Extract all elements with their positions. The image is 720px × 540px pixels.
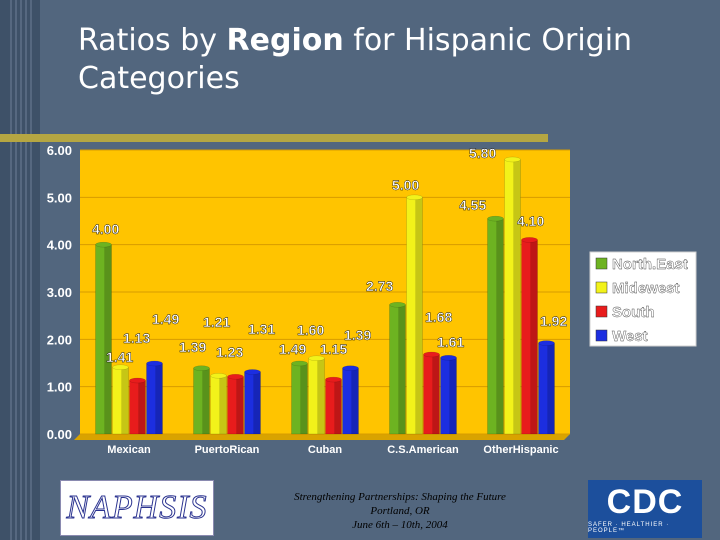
bar-cap xyxy=(227,373,244,380)
footer-text: Strengthening Partnerships: Shaping the … xyxy=(250,490,550,532)
bar-shade xyxy=(334,379,342,434)
footer-line-1: Strengthening Partnerships: Shaping the … xyxy=(294,491,506,503)
y-tick-label: 5.00 xyxy=(47,190,72,205)
bar-cap xyxy=(193,365,210,371)
y-tick-label: 3.00 xyxy=(47,285,72,300)
bar-cap xyxy=(389,302,406,308)
cdc-logo-text: CDC xyxy=(606,483,684,521)
x-category-label: OtherHispanic xyxy=(483,444,558,456)
legend-swatch xyxy=(595,257,608,270)
bar-shade xyxy=(202,368,210,434)
value-label: 1.49 xyxy=(279,341,306,357)
y-tick-label: 6.00 xyxy=(47,143,72,158)
x-category-label: Mexican xyxy=(107,444,151,456)
legend-label: North.East xyxy=(612,256,688,273)
cdc-logo-tagline: SAFER · HEALTHIER · PEOPLE™ xyxy=(588,522,670,534)
bar-cap xyxy=(440,355,457,361)
bar-shade xyxy=(253,371,261,434)
bar-cap xyxy=(210,373,227,379)
value-label: 1.68 xyxy=(425,309,452,325)
value-label: 2.73 xyxy=(366,278,393,294)
value-label: 1.31 xyxy=(248,321,275,337)
naphsis-logo: NAPHSIS xyxy=(60,480,214,536)
bar-chart: 0.00 1.00 2.00 3.00 4.00 5.00 6.00 Mexican Puert… xyxy=(47,143,697,456)
left-decorative-stripes xyxy=(10,0,34,540)
value-label: 1.21 xyxy=(203,314,230,330)
bar-shade xyxy=(219,375,227,434)
x-category-label: Cuban xyxy=(308,444,343,456)
bar-cap xyxy=(291,360,308,367)
legend-label: Midewest xyxy=(612,280,680,297)
bar-shade xyxy=(104,244,112,434)
value-label: 1.92 xyxy=(540,313,567,329)
bar-shade xyxy=(513,159,521,434)
y-tick-label: 2.00 xyxy=(47,332,72,347)
footer-line-3: June 6th – 10th, 2004 xyxy=(352,519,448,531)
bar-shade xyxy=(432,354,440,434)
value-label: 1.15 xyxy=(320,341,347,357)
value-label: 1.39 xyxy=(179,339,206,355)
bar-cap xyxy=(423,351,440,358)
bar-cap xyxy=(325,376,342,383)
bar-cap xyxy=(406,194,423,201)
value-label: 5.00 xyxy=(392,177,419,193)
value-label: 1.13 xyxy=(123,330,150,346)
legend-swatch xyxy=(595,305,608,318)
legend-box xyxy=(589,251,697,347)
title-part-2: Region xyxy=(226,23,344,58)
bar-shade xyxy=(496,218,504,434)
bar-cap xyxy=(112,364,129,371)
bar-cap xyxy=(521,237,538,243)
legend-swatch xyxy=(595,329,608,342)
bar-shade xyxy=(300,363,308,434)
title-part-1: Ratios by xyxy=(78,23,227,58)
y-tick-label: 4.00 xyxy=(47,238,72,253)
bar-cap xyxy=(538,340,555,346)
bar-shade xyxy=(547,343,555,434)
bar-shade xyxy=(236,376,244,434)
bar-shade xyxy=(398,304,406,434)
value-label: 4.10 xyxy=(517,213,544,229)
bar-cap xyxy=(146,360,163,367)
value-label: 5.80 xyxy=(469,145,496,161)
title-part-3: for Hispanic Origin Categories xyxy=(78,23,633,96)
value-label: 1.49 xyxy=(152,311,179,327)
y-tick-label: 0.00 xyxy=(47,427,72,442)
naphsis-logo-text: NAPHSIS xyxy=(66,489,208,527)
value-label: 4.55 xyxy=(459,197,486,213)
bar-shade xyxy=(351,368,359,434)
bar-shade xyxy=(449,357,457,434)
bar-shade xyxy=(155,363,163,434)
bar-cap xyxy=(504,156,521,163)
value-label: 1.61 xyxy=(437,334,464,350)
bar-cap xyxy=(342,365,359,371)
legend-label: South xyxy=(612,304,655,321)
value-label: 1.60 xyxy=(297,322,324,338)
value-label: 4.00 xyxy=(92,221,119,237)
bar-cap xyxy=(95,241,112,248)
x-category-label: PuertoRican xyxy=(195,444,260,456)
legend-label: West xyxy=(612,328,648,345)
legend-swatch xyxy=(595,281,608,294)
bar-cap xyxy=(244,369,261,375)
value-label: 1.39 xyxy=(344,327,371,343)
slide-title: Ratios by Region for Hispanic Origin Cat… xyxy=(78,22,698,98)
bar-cap xyxy=(129,377,146,384)
cdc-logo: CDC SAFER · HEALTHIER · PEOPLE™ xyxy=(588,480,702,538)
bar-cap xyxy=(308,355,325,362)
bar-cap xyxy=(487,215,504,222)
x-category-label: C.S.American xyxy=(387,444,459,456)
value-label: 1.41 xyxy=(106,349,133,365)
title-divider xyxy=(0,134,548,142)
value-label: 1.23 xyxy=(216,344,243,360)
bar-shade xyxy=(530,239,538,434)
y-tick-label: 1.00 xyxy=(47,380,72,395)
bar-shade xyxy=(415,197,423,434)
bar-shade xyxy=(138,380,146,434)
footer-line-2: Portland, OR xyxy=(370,505,430,517)
bar-shade xyxy=(121,367,129,434)
plot-floor xyxy=(74,434,570,440)
bar-shade xyxy=(317,358,325,434)
